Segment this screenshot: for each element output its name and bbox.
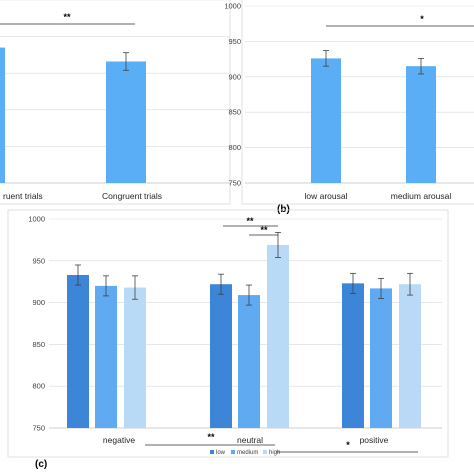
bar-medium	[370, 288, 392, 428]
y-tick-label: 850	[228, 108, 241, 117]
bar-high	[124, 287, 146, 428]
legend-label: high	[269, 450, 280, 456]
bar	[106, 61, 146, 183]
panel-b-frame	[241, 0, 474, 205]
significance-marker: **	[207, 432, 215, 442]
y-tick-label: 800	[228, 143, 241, 152]
legend-label: medium	[237, 450, 258, 456]
category-label: positive	[360, 435, 389, 445]
significance-marker: **	[246, 216, 254, 226]
panel-label-c: (c)	[35, 459, 47, 470]
y-tick-label: 950	[228, 37, 241, 46]
y-tick-label: 800	[32, 382, 45, 391]
significance-marker: *	[420, 14, 424, 24]
bar-medium	[238, 295, 260, 428]
category-label: Congruent trials	[102, 191, 162, 201]
panel-a-frame	[0, 0, 231, 205]
y-tick-label: 750	[228, 179, 241, 188]
category-label: ruent trials	[3, 191, 43, 201]
y-tick-label: 1000	[28, 215, 45, 224]
bar-high	[267, 244, 289, 428]
bar-high	[399, 284, 421, 428]
panel-c-frame	[7, 209, 449, 458]
panel-label-b: (b)	[277, 204, 290, 215]
significance-marker: *	[346, 440, 350, 450]
bar-low	[67, 275, 89, 428]
legend-label: low	[216, 450, 226, 456]
significance-marker: **	[260, 225, 268, 235]
bar-low	[342, 283, 364, 428]
y-tick-label: 900	[32, 298, 45, 307]
significance-marker: **	[63, 12, 71, 22]
y-tick-label: 1000	[224, 2, 241, 11]
legend-swatch-low	[210, 450, 214, 454]
bar-low	[210, 284, 232, 428]
legend-swatch-medium	[231, 450, 235, 454]
category-label: medium arousal	[391, 191, 452, 201]
bar	[0, 47, 5, 183]
y-tick-label: 900	[228, 72, 241, 81]
category-label: neutral	[237, 435, 263, 445]
legend-swatch-high	[263, 450, 267, 454]
bar	[311, 58, 341, 183]
category-label: low arousal	[305, 191, 348, 201]
category-label: negative	[103, 435, 135, 445]
bar-medium	[95, 285, 117, 428]
y-tick-label: 750	[32, 424, 45, 433]
y-tick-label: 950	[32, 256, 45, 265]
bar	[406, 66, 436, 183]
y-tick-label: 850	[32, 340, 45, 349]
